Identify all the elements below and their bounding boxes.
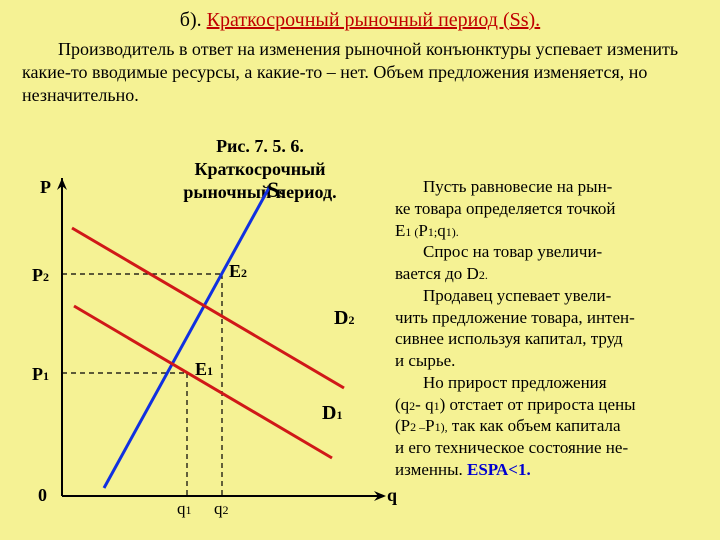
para3-line2: чить предложение товара, интен-	[395, 307, 707, 329]
axis-q: q	[387, 484, 397, 507]
slide-title: б). Краткосрочный рыночный период (Ss).	[0, 0, 720, 36]
para4-line1: Но прирост предложения	[395, 372, 707, 394]
para1-line1: Пусть равновесие на рын-	[395, 176, 707, 198]
para4-line5: изменны. ЕSРА<1.	[395, 459, 707, 481]
tick-P1: P1	[32, 363, 49, 386]
para1-line2: ке товара определяется точкой	[395, 198, 707, 220]
para3-line1: Продавец успевает увели-	[395, 285, 707, 307]
chart-area: P P2 P1 0 q1 q2 q Ss E2 E1 D2 D1	[42, 176, 382, 516]
label-E1: E1	[195, 358, 213, 381]
label-D1: D1	[322, 401, 342, 427]
origin-zero: 0	[38, 484, 47, 507]
title-prefix: б).	[180, 9, 207, 31]
intro-paragraph: Производитель в ответ на изменения рыноч…	[0, 36, 720, 113]
para4-line4: и его техническое состояние не-	[395, 437, 707, 459]
para2-line2: вается до D2.	[395, 263, 707, 285]
figure-caption-line1: Рис. 7. 5. 6. Краткосрочный	[150, 135, 370, 181]
para3-line4: и сырье.	[395, 350, 707, 372]
axis-P: P	[40, 176, 51, 199]
para1-line3: Е1 (Р1;q1).	[395, 220, 707, 242]
label-E2: E2	[229, 260, 247, 283]
label-D2: D2	[334, 306, 354, 332]
tick-q1: q1	[177, 498, 192, 520]
label-Ss: Ss	[267, 176, 285, 204]
para4-line2: (q2- q1) отстает от прироста цены	[395, 394, 707, 416]
para4-line3: (P2 –P1), так как объем капитала	[395, 415, 707, 437]
tick-P2: P2	[32, 264, 49, 287]
para2-line1: Спрос на товар увеличи-	[395, 241, 707, 263]
para3-line3: сивнее используя капитал, труд	[395, 328, 707, 350]
explanation-text: Пусть равновесие на рын- ке товара опред…	[395, 176, 707, 481]
tick-q2: q2	[214, 498, 229, 520]
chart-svg	[42, 176, 402, 516]
title-main: Краткосрочный рыночный период (Ss).	[207, 9, 541, 31]
